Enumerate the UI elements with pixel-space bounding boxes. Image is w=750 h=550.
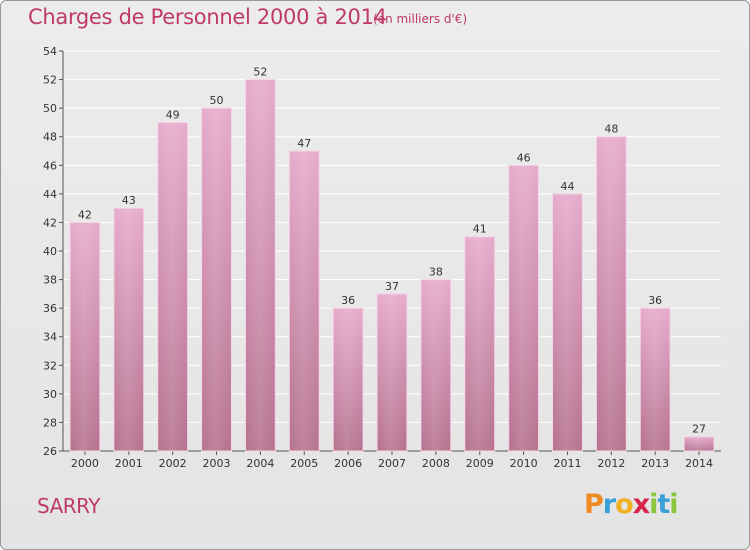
y-tick-label: 50: [43, 102, 57, 115]
y-tick-label: 36: [43, 302, 57, 315]
y-tick-label: 46: [43, 159, 57, 172]
x-tick-label: 2009: [466, 457, 494, 470]
x-tick-label: 2007: [378, 457, 406, 470]
bar-highlight: [70, 222, 100, 451]
x-tick-label: 2004: [246, 457, 274, 470]
y-tick-label: 30: [43, 388, 57, 401]
proxiti-logo: Proxiti: [584, 489, 679, 520]
bars: [69, 79, 715, 452]
data-label: 50: [210, 94, 224, 107]
x-tick-label: 2010: [510, 457, 538, 470]
logo-letter: x: [632, 489, 650, 520]
data-label: 38: [429, 266, 443, 279]
data-label: 43: [122, 194, 136, 207]
bar-highlight: [464, 236, 495, 451]
x-tick-label: 2001: [115, 457, 143, 470]
x-tick-label: 2005: [290, 457, 318, 470]
data-label: 47: [297, 137, 311, 150]
y-tick-label: 34: [43, 331, 57, 344]
place-name: SARRY: [37, 494, 100, 518]
bar-highlight: [289, 151, 320, 451]
logo-letter: P: [584, 489, 604, 520]
x-tick-label: 2000: [71, 457, 99, 470]
logo-letter: r: [602, 489, 616, 520]
x-tick-label: 2003: [203, 457, 231, 470]
x-tick-label: 2013: [641, 457, 669, 470]
data-label: 37: [385, 280, 399, 293]
bar-highlight: [113, 208, 144, 451]
y-tick-labels: 26 28 30 32 34 36 38 40 42 44 46 48 50 52 54: [43, 45, 57, 458]
y-tick-label: 54: [43, 45, 57, 58]
bar-highlight: [640, 308, 671, 451]
y-tick-label: 48: [43, 131, 57, 144]
y-tick-label: 32: [43, 359, 57, 372]
logo-letter: i: [669, 489, 678, 520]
data-label: 48: [604, 123, 618, 136]
data-label: 36: [341, 294, 355, 307]
logo-letter: o: [615, 489, 634, 520]
x-tick-label: 2014: [685, 457, 713, 470]
y-tick-label: 52: [43, 74, 57, 87]
bar-highlight: [377, 293, 407, 451]
bar-highlight: [201, 108, 232, 452]
bar-highlight: [508, 165, 539, 452]
x-tick-label: 2011: [553, 457, 581, 470]
y-tick-label: 44: [43, 188, 57, 201]
bar-highlight: [333, 308, 364, 451]
x-tick-label: 2008: [422, 457, 450, 470]
logo-letter: i: [649, 489, 658, 520]
data-label: 42: [78, 208, 92, 221]
chart-subtitle: (en milliers d'€): [373, 12, 468, 26]
data-label: 27: [692, 423, 706, 436]
bar-highlight: [420, 279, 451, 451]
bar-highlight: [552, 193, 583, 451]
data-label: 36: [648, 294, 662, 307]
y-tick-label: 40: [43, 245, 57, 258]
bar-highlight: [596, 136, 627, 451]
data-label: 46: [517, 151, 531, 164]
data-label: 52: [253, 66, 267, 79]
chart-title: Charges de Personnel 2000 à 2014: [28, 5, 387, 29]
x-tick-label: 2002: [159, 457, 187, 470]
x-tick-label: 2012: [597, 457, 625, 470]
y-tick-label: 42: [43, 216, 57, 229]
y-tick-label: 38: [43, 274, 57, 287]
bar-highlight: [684, 436, 714, 451]
logo-letter: t: [657, 489, 670, 520]
data-label: 44: [560, 180, 574, 193]
data-label: 49: [166, 108, 180, 121]
y-tick-label: 26: [43, 445, 57, 458]
y-tick-label: 28: [43, 416, 57, 429]
x-tick-labels: 2000 2001 2002 2003 2004 2005 2006 2007 2008 2009…: [71, 457, 713, 470]
x-tick-label: 2006: [334, 457, 362, 470]
data-label: 41: [473, 223, 487, 236]
data-labels: 42 43 49 50 52 47 36 37 38 41 46 44 48 36 27: [78, 66, 706, 436]
bar-highlight: [157, 122, 188, 451]
bar-highlight: [245, 79, 276, 452]
